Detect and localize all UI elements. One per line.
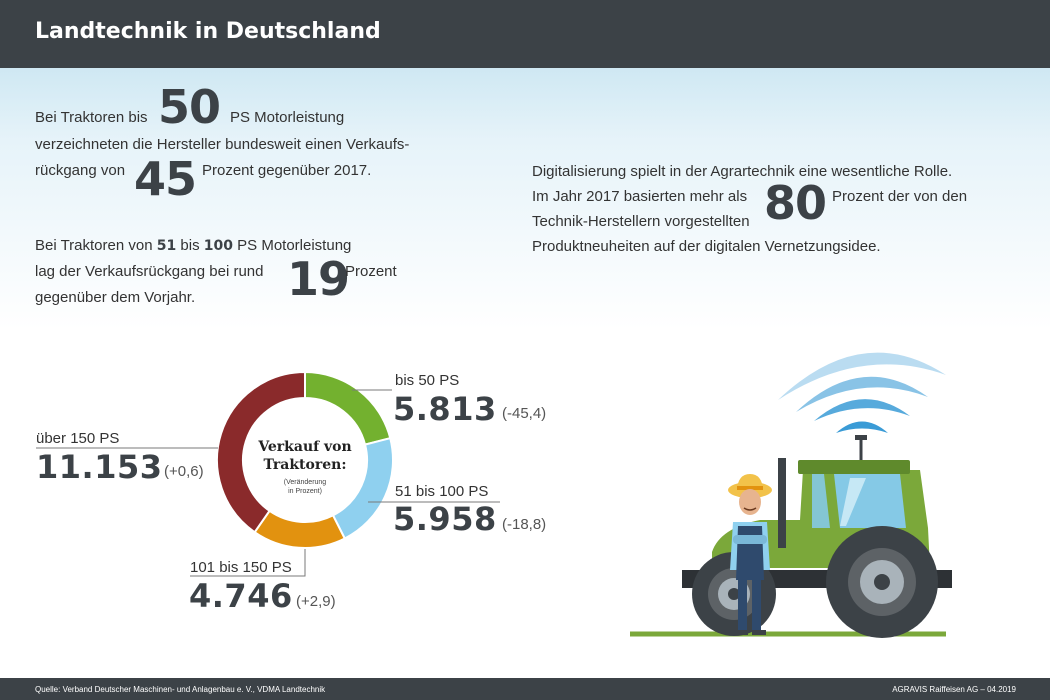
- fact3-line2-post: Prozent der von den: [832, 188, 968, 205]
- fact3-line2-pre: Im Jahr 2017 basierten mehr als: [532, 188, 748, 205]
- footer-credit: AGRAVIS Raiffeisen AG – 04.2019: [892, 685, 1016, 694]
- label-cat-101-150: 101 bis 150 PS: [190, 559, 292, 576]
- leader-line-101-150: [190, 549, 306, 577]
- wifi-icon: [778, 352, 946, 433]
- label-val-101-150: 4.746: [189, 577, 293, 615]
- fact2-pre: Bei Traktoren von: [35, 237, 153, 254]
- fact1-line3-pre: rückgang von: [35, 162, 126, 179]
- fact2-from: 51: [156, 238, 177, 254]
- label-chg-bis50: (-45,4): [502, 405, 547, 422]
- chart-subtitle-line2: in Prozent): [288, 488, 322, 495]
- fact1-ps-value: 50: [158, 80, 221, 134]
- chart-title-line2: Traktoren:: [264, 457, 347, 473]
- fact2-mid: bis: [180, 237, 200, 254]
- label-val-bis50: 5.813: [393, 390, 497, 428]
- fact2-line2-pre: lag der Verkaufsrückgang bei rund: [35, 263, 264, 280]
- fact2-line3: gegenüber dem Vorjahr.: [35, 289, 196, 306]
- tractor-icon: [682, 435, 952, 638]
- chart-subtitle-line1: (Veränderung: [284, 479, 327, 486]
- fact2-line2-post: Prozent: [345, 263, 397, 280]
- label-cat-ueber150: über 150 PS: [36, 430, 120, 447]
- fact1-line2: verzeichneten die Hersteller bundesweit …: [35, 136, 410, 153]
- label-chg-ueber150: (+0,6): [164, 463, 204, 480]
- leader-lines: [36, 389, 500, 577]
- label-val-51-100: 5.958: [393, 500, 497, 538]
- fact3-line1: Digitalisierung spielt in der Agrartechn…: [532, 163, 953, 180]
- fact3-line4: Produktneuheiten auf der digitalen Verne…: [532, 238, 881, 255]
- label-cat-51-100: 51 bis 100 PS: [395, 483, 489, 500]
- farmer-icon: [728, 474, 772, 635]
- fact2-post: PS Motorleistung: [237, 237, 352, 254]
- donut-hole: [243, 398, 367, 522]
- fact3-line3: Technik-Herstellern vorgestellten: [532, 213, 750, 230]
- label-chg-101-150: (+2,9): [296, 593, 336, 610]
- label-chg-51-100: (-18,8): [502, 516, 547, 533]
- fact2-to: 100: [203, 238, 233, 254]
- fact1-pre: Bei Traktoren bis: [35, 109, 148, 126]
- fact1-line3-post: Prozent gegenüber 2017.: [202, 162, 372, 179]
- page-title: Landtechnik in Deutschland: [35, 19, 381, 44]
- fact2-line1: Bei Traktoren von 51 bis 100 PS Motorlei…: [35, 233, 351, 259]
- footer-source: Quelle: Verband Deutscher Maschinen- und…: [35, 685, 326, 694]
- fact1-post: PS Motorleistung: [230, 109, 345, 126]
- fact1-line1: Bei Traktoren bis: [35, 105, 148, 131]
- fact3-percent: 80: [764, 176, 827, 230]
- chart-title-line1: Verkauf von: [257, 439, 351, 455]
- label-cat-bis50: bis 50 PS: [395, 372, 460, 389]
- footer-bar: Quelle: Verband Deutscher Maschinen- und…: [0, 678, 1050, 700]
- label-val-ueber150: 11.153: [36, 448, 163, 486]
- header-bar: Landtechnik in Deutschland: [0, 0, 1050, 68]
- fact1-percent: 45: [134, 152, 197, 206]
- fact2-percent: 19: [287, 252, 350, 306]
